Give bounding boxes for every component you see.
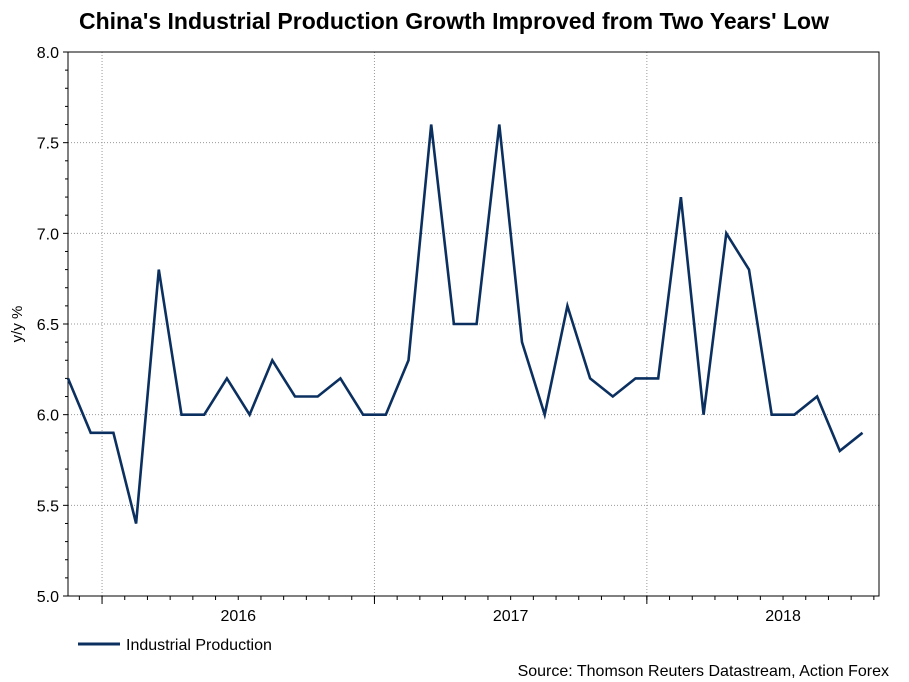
x-axis: 2016 2017 2018 — [78, 596, 875, 625]
y-axis-title: y/y % — [9, 306, 26, 343]
chart-title: China's Industrial Production Growth Imp… — [79, 8, 829, 34]
source-note: Source: Thomson Reuters Datastream, Acti… — [518, 663, 889, 680]
legend: Industrial Production — [78, 637, 272, 654]
x-tick-label: 2017 — [493, 608, 529, 625]
series-line-industrial-production — [66, 124, 864, 524]
series-layer — [66, 124, 864, 524]
y-tick-label: 5.0 — [37, 589, 59, 606]
y-tick-label: 6.5 — [37, 317, 59, 334]
y-tick-label: 8.0 — [37, 45, 59, 62]
legend-label-industrial-production: Industrial Production — [126, 637, 272, 654]
x-tick-label: 2016 — [220, 608, 256, 625]
y-tick-label: 7.0 — [37, 226, 59, 243]
x-tick-label: 2018 — [765, 608, 801, 625]
y-tick-label: 6.0 — [37, 408, 59, 425]
y-tick-label: 5.5 — [37, 498, 59, 515]
y-tick-label: 7.5 — [37, 136, 59, 153]
y-axis: 8.0 7.5 7.0 6.5 6.0 5.5 5.0 — [37, 45, 68, 606]
